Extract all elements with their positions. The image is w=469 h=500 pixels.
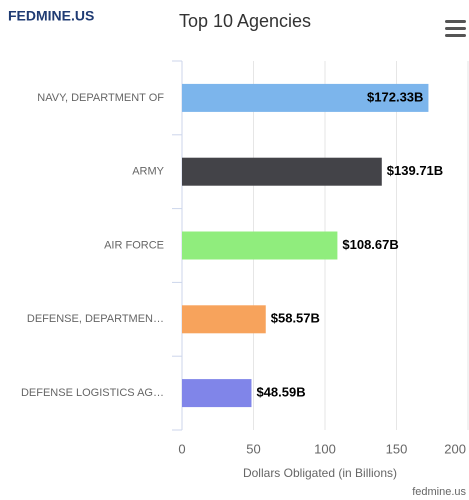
menu-bar [445, 34, 466, 37]
footer: fedmine.us [412, 486, 466, 498]
x-tick-label: 50 [246, 441, 260, 456]
y-tick-label: DEFENSE LOGISTICS AG… [21, 387, 164, 399]
x-tick-label: 100 [314, 441, 336, 456]
bar [182, 157, 382, 186]
bar [182, 83, 429, 112]
x-axis-label: Dollars Obligated (in Billions) [243, 466, 397, 480]
menu-bar [445, 20, 466, 23]
y-tick-label: ARMY [132, 166, 164, 178]
data-label: $48.59B [256, 385, 305, 400]
bar [182, 231, 338, 260]
data-label: $172.33B [367, 89, 423, 104]
brand-logo: FEDMINE.US [8, 8, 94, 24]
menu-button[interactable] [445, 20, 466, 37]
x-tick-label: 0 [178, 441, 185, 456]
bar [182, 379, 252, 408]
x-tick-label: 200 [444, 441, 466, 456]
menu-bar [445, 27, 466, 30]
y-tick-label: NAVY, DEPARTMENT OF [37, 92, 164, 104]
y-tick-label: AIR FORCE [104, 239, 164, 251]
data-label: $58.57B [271, 311, 320, 326]
data-label: $139.71B [387, 163, 443, 178]
bar [182, 305, 266, 334]
chart-title: Top 10 Agencies [179, 11, 311, 31]
y-tick-label: DEFENSE, DEPARTMEN… [27, 313, 164, 325]
x-tick-label: 150 [386, 441, 408, 456]
data-label: $108.67B [342, 237, 398, 252]
